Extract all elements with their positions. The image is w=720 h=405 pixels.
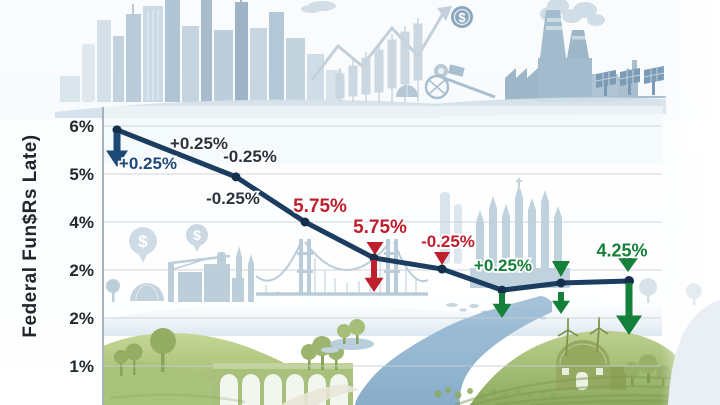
dollar-coin-icon: $	[451, 6, 473, 28]
y-tick-label: 6%	[69, 117, 94, 136]
rate-change-arrow-head	[552, 300, 570, 314]
river	[355, 296, 552, 405]
rate-annotation: 4.25%	[596, 240, 647, 260]
dollar-glyph: $	[458, 10, 466, 25]
data-point	[556, 278, 566, 288]
industrial-silhouette	[106, 246, 254, 302]
cloud-icon	[301, 1, 336, 13]
dollar-glyph: $	[193, 227, 201, 243]
city-skyline-icon	[55, 0, 440, 118]
rate-annotation: 5.75%	[293, 196, 347, 217]
rate-annotation: -0.25%	[223, 147, 277, 166]
path-road	[280, 384, 360, 405]
y-tick-label: 5%	[69, 165, 94, 184]
data-point	[231, 172, 241, 182]
rate-annotation: -0.25%	[206, 189, 260, 208]
gear-icon	[434, 64, 448, 78]
rate-change-arrow-head	[492, 303, 512, 318]
rate-change-arrow-head	[106, 150, 128, 167]
rate-annotation: -0.25%	[421, 232, 475, 251]
island-trees	[321, 319, 374, 353]
suspension-bridge-silhouette	[255, 239, 429, 296]
observatory-dome-icon	[396, 85, 418, 97]
trees-left	[114, 328, 176, 376]
rate-change-arrow	[618, 258, 638, 272]
rate-change-arrow-head	[616, 315, 642, 335]
rate-annotation: +0.25%	[119, 154, 177, 173]
rate-line	[114, 127, 632, 293]
mine-wheel-icon	[424, 64, 496, 100]
wind-turbine-icon	[557, 317, 609, 357]
rate-change-arrow-head	[364, 277, 384, 292]
y-tick-label: 2%	[69, 261, 94, 280]
data-point	[112, 125, 122, 135]
data-point	[437, 264, 447, 274]
rate-change-arrow	[552, 261, 570, 277]
y-tick-label: 2%	[69, 309, 94, 328]
y-tick-label: 1%	[69, 357, 94, 376]
landscape	[103, 296, 716, 405]
pale-tree-icon	[639, 278, 702, 305]
pale-towers-silhouette	[440, 192, 462, 264]
dollar-pin-icon: $ $	[129, 224, 208, 263]
y-axis-title: Federal Fun$Rs Late)	[20, 134, 41, 338]
data-point	[497, 285, 507, 295]
rate-change-arrow	[366, 242, 384, 255]
plot-backdrop-tint	[103, 106, 663, 164]
pale-right-hill	[668, 300, 720, 405]
rate-change-arrow	[434, 252, 450, 265]
y-tick-label: 4%	[69, 213, 94, 232]
rate-annotation: +0.25%	[170, 134, 228, 153]
candlestick-chart-icon	[335, 18, 423, 102]
dollar-glyph: $	[138, 232, 148, 251]
rate-annotation: +0.25%	[474, 256, 532, 275]
rate-annotation: 5.75%	[353, 217, 407, 238]
data-point	[300, 217, 310, 227]
